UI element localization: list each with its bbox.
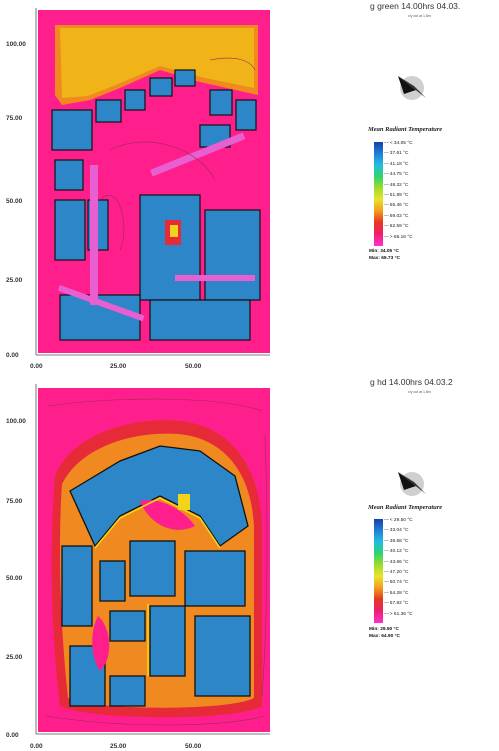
legend-label: 54.28 °C	[384, 589, 413, 599]
y-tick-label: 100.00	[6, 41, 26, 48]
y-tick-label: 50.00	[6, 198, 23, 205]
x-tick-label: 0.00	[30, 363, 43, 370]
y-tick-label: 75.00	[6, 498, 23, 505]
legend-label: < 29.50 °C	[384, 516, 413, 526]
legend-label: 51.89 °C	[384, 191, 413, 201]
y-axis: 100.00 75.00 50.00 25.00 0.00	[6, 8, 37, 359]
legend-label: 55.46 °C	[384, 201, 413, 211]
temperature-field	[38, 388, 270, 732]
legend-label: 59.02 °C	[384, 212, 413, 222]
legend-min: Min: 29.50 °C	[369, 627, 399, 632]
legend-label: 50.74 °C	[384, 578, 413, 588]
x-tick-label: 25.00	[110, 363, 127, 370]
x-axis: 0.00 25.00 50.00	[30, 354, 270, 370]
legend-title: Mean Radiant Temperature	[368, 504, 443, 511]
legend-area: g hd 14.00hrs 04.03.2 x/y cut at 1.8m Me…	[360, 376, 499, 751]
temperature-field	[38, 10, 270, 353]
north-arrow-icon	[398, 472, 426, 496]
legend-min-max: Min: 34.05 °C Max: 69.73 °C	[369, 248, 400, 262]
mrt-map: 100.00 75.00 50.00 25.00 0.00 0.00 25.00…	[6, 8, 270, 370]
mrt-map: 100.00 75.00 50.00 25.00 0.00 0.00 25.00…	[6, 384, 270, 750]
y-tick-label: 0.00	[6, 352, 19, 359]
legend-label: < 34.05 °C	[384, 139, 413, 149]
simulation-panel-green: 100.00 75.00 50.00 25.00 0.00 0.00 25.00…	[0, 0, 499, 375]
legend-color-bar	[374, 519, 383, 623]
y-tick-label: 100.00	[6, 418, 26, 425]
legend-label: > 61.36 °C	[384, 610, 413, 620]
y-axis: 100.00 75.00 50.00 25.00 0.00	[6, 384, 37, 739]
legend-label: 40.12 °C	[384, 547, 413, 557]
legend-label: 36.58 °C	[384, 537, 413, 547]
legend-label: 41.18 °C	[384, 160, 413, 170]
legend-min: Min: 34.05 °C	[369, 249, 399, 254]
legend-label: > 66.16 °C	[384, 233, 413, 243]
simulation-title: g hd 14.00hrs 04.03.2	[370, 377, 453, 387]
legend-max: Max: 64.90 °C	[369, 634, 400, 639]
x-tick-label: 50.00	[185, 363, 202, 370]
legend-area: g green 14.00hrs 04.03. x/y cut at 1.8m …	[360, 0, 499, 375]
legend-label: 37.61 °C	[384, 149, 413, 159]
simulation-panel-hd: 100.00 75.00 50.00 25.00 0.00 0.00 25.00…	[0, 376, 499, 751]
x-tick-label: 50.00	[185, 743, 202, 750]
y-tick-label: 0.00	[6, 732, 19, 739]
legend-label: 57.82 °C	[384, 599, 413, 609]
simulation-title: g green 14.00hrs 04.03.	[370, 1, 461, 11]
x-axis: 0.00 25.00 50.00	[30, 733, 270, 750]
y-tick-label: 50.00	[6, 575, 23, 582]
legend-label: 62.59 °C	[384, 222, 413, 232]
legend-labels: < 29.50 °C 33.04 °C 36.58 °C 40.12 °C 43…	[384, 516, 413, 620]
y-tick-label: 25.00	[6, 654, 23, 661]
legend-label: 48.32 °C	[384, 181, 413, 191]
legend-label: 43.66 °C	[384, 558, 413, 568]
simulation-subtitle: x/y cut at 1.8m	[408, 390, 431, 394]
y-tick-label: 75.00	[6, 115, 23, 122]
north-arrow-icon	[398, 76, 426, 100]
legend-min-max: Min: 29.50 °C Max: 64.90 °C	[369, 626, 400, 640]
x-tick-label: 25.00	[110, 743, 127, 750]
legend-label: 47.20 °C	[384, 568, 413, 578]
simulation-subtitle: x/y cut at 1.8m	[408, 14, 431, 18]
legend-label: 33.04 °C	[384, 526, 413, 536]
y-tick-label: 25.00	[6, 277, 23, 284]
x-tick-label: 0.00	[30, 743, 43, 750]
legend-color-bar	[374, 142, 383, 246]
legend-labels: < 34.05 °C 37.61 °C 41.18 °C 44.75 °C 48…	[384, 139, 413, 243]
legend-max: Max: 69.73 °C	[369, 256, 400, 261]
legend-label: 44.75 °C	[384, 170, 413, 180]
legend-title: Mean Radiant Temperature	[368, 126, 443, 133]
